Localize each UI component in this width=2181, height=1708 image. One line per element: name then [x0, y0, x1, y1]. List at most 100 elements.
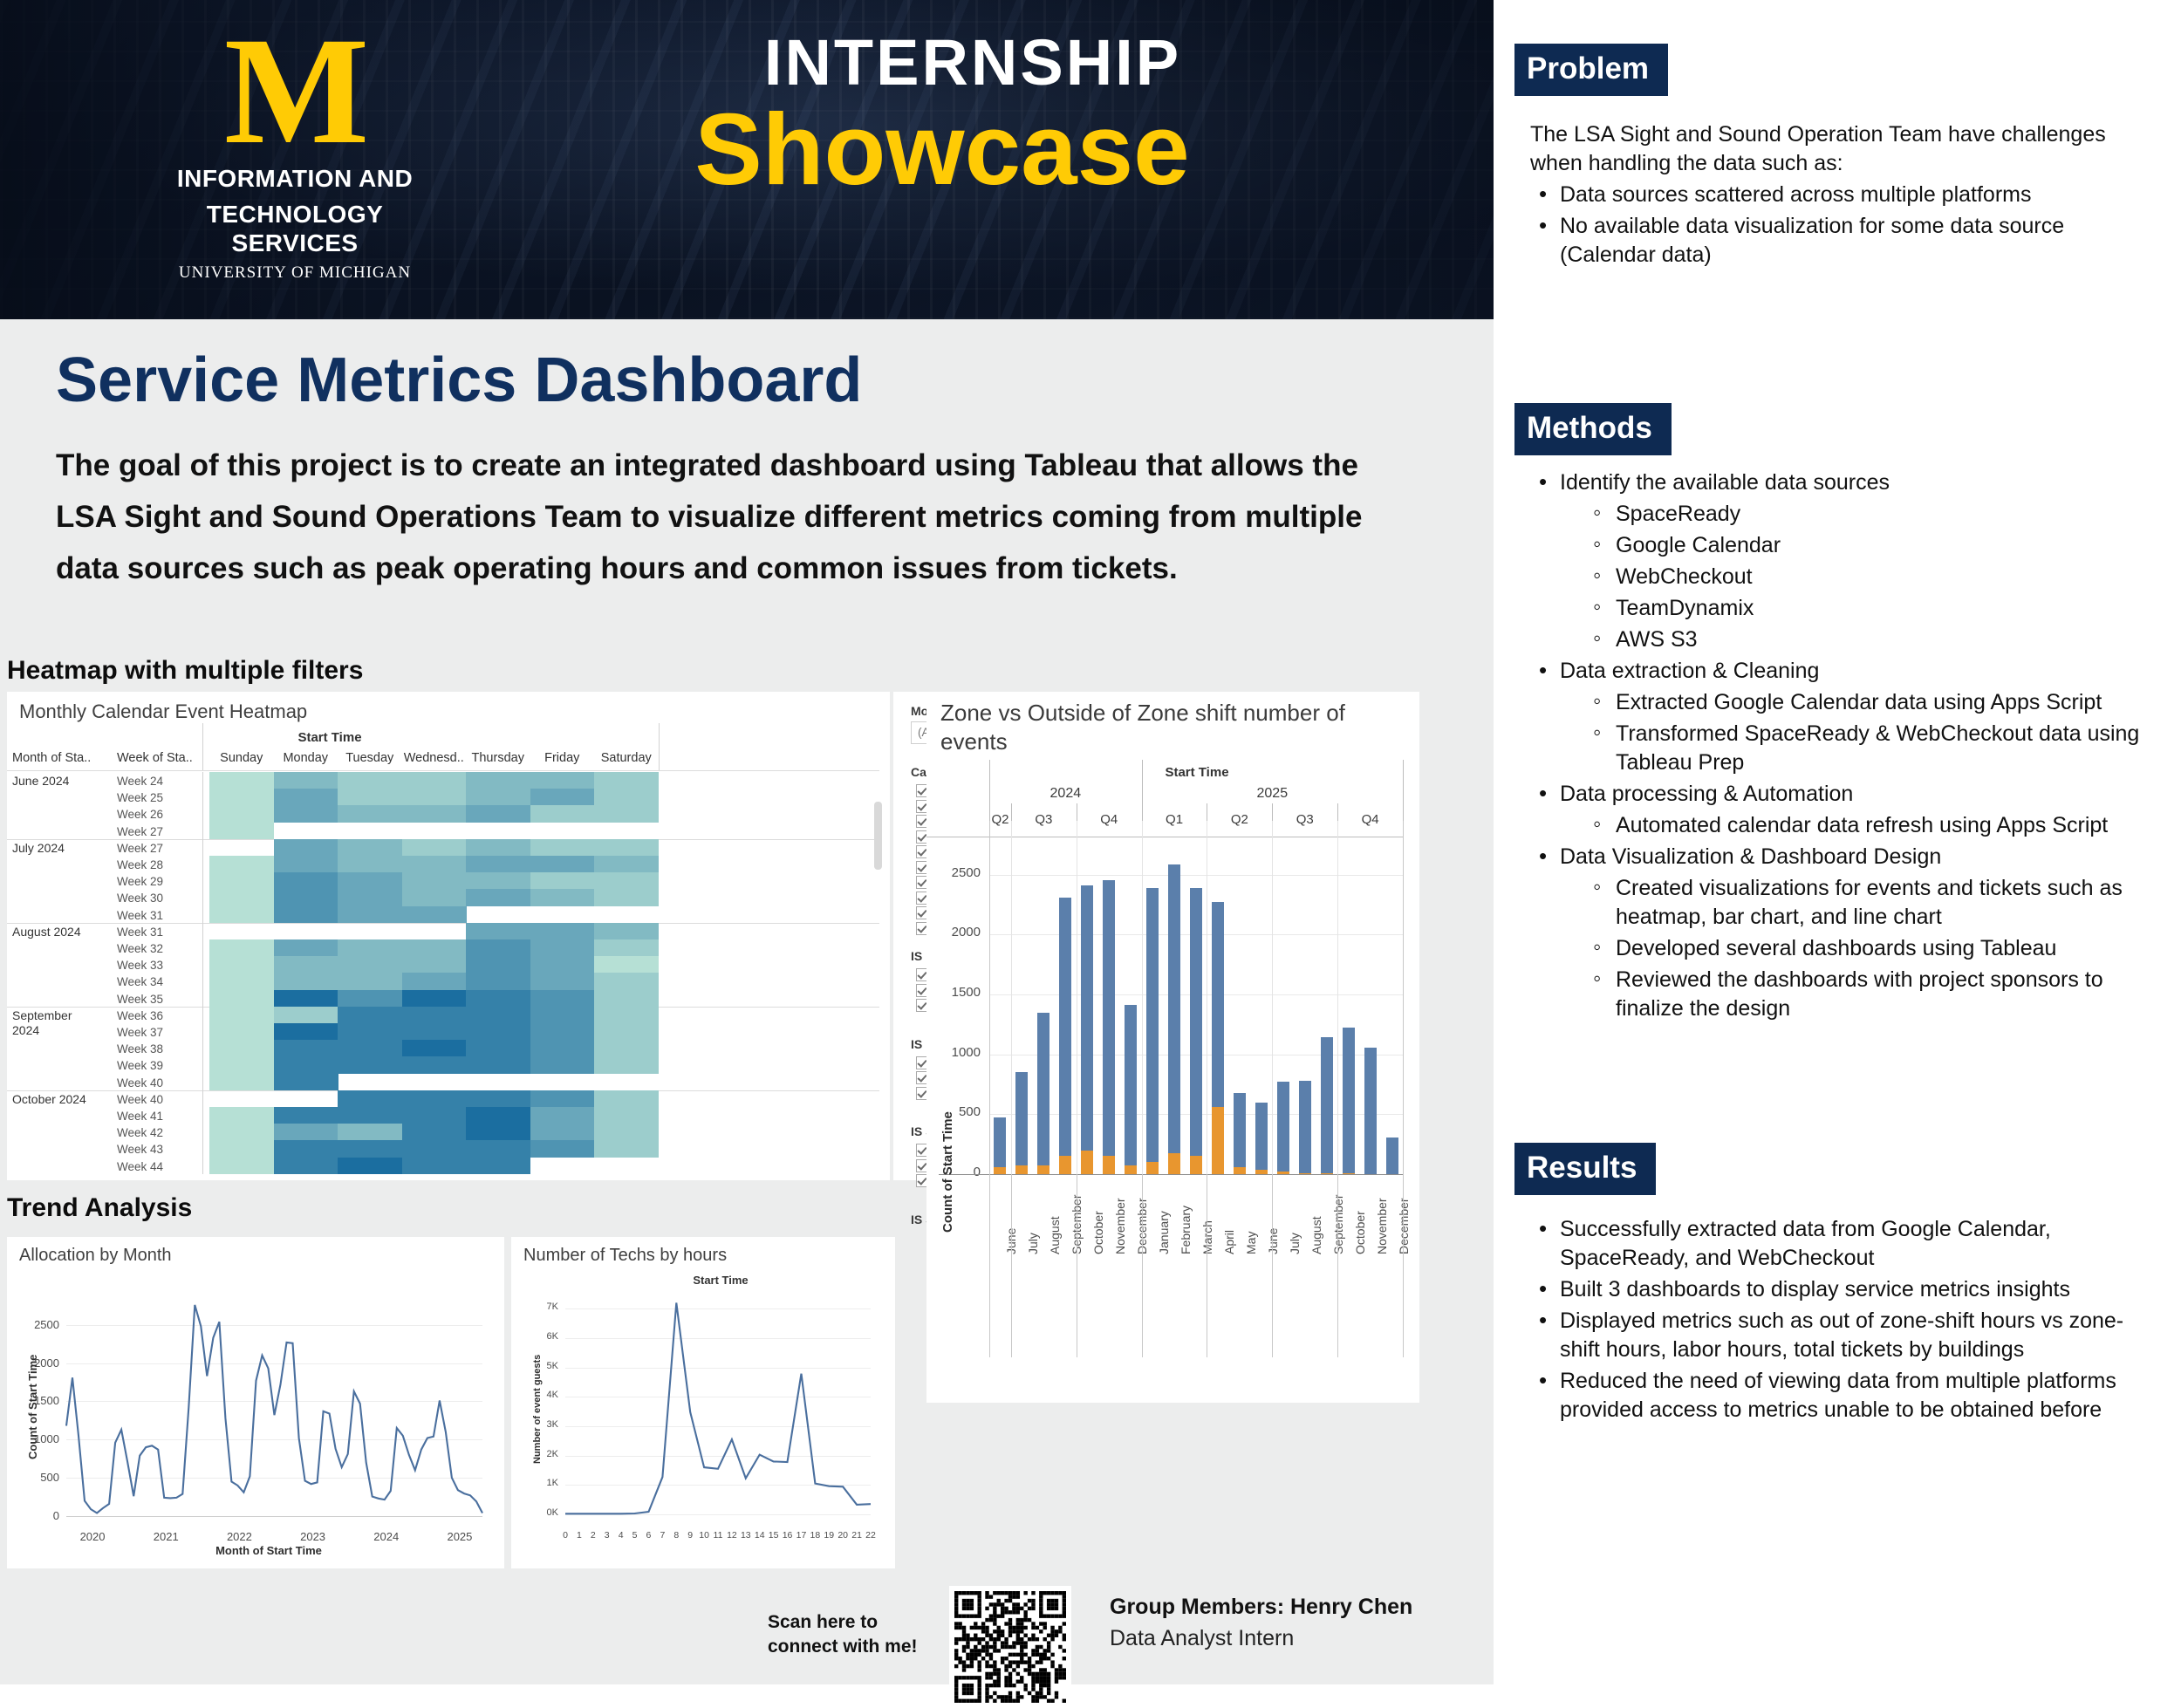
heatmap-cell — [594, 1124, 659, 1141]
heatmap-cell — [466, 1006, 530, 1024]
allocation-gridline — [66, 1439, 482, 1441]
bar-segment-zone-shift — [1190, 887, 1202, 1156]
techs-x-tick: 9 — [687, 1530, 694, 1541]
section-body-results: Successfully extracted data from Google … — [1530, 1213, 2158, 1424]
heatmap-month-divider — [7, 922, 879, 924]
heatmap-cell — [209, 1107, 274, 1124]
allocation-x-tick: 2025 — [447, 1530, 473, 1543]
allocation-gridline — [66, 1401, 482, 1403]
heatmap-week-label: Week 28 — [117, 858, 164, 871]
bar-chart-plot-divider — [1337, 821, 1339, 1174]
allocation-x-tick: 2022 — [226, 1530, 252, 1543]
techs-line-chart-panel[interactable]: Number of Techs by hours Start Time 0K 1K… — [511, 1237, 895, 1568]
bar-chart-quarter-q4-6: Q4 — [1361, 812, 1379, 827]
heatmap-cell — [338, 1140, 402, 1158]
bar-chart-year-divider — [1141, 760, 1143, 821]
techs-chart-title: Number of Techs by hours — [523, 1246, 728, 1265]
list-item: TeamDynamix — [1586, 592, 2158, 623]
bar-chart-quarter-q4-2: Q4 — [1100, 812, 1118, 827]
bar-segment-outside-zone — [1255, 1170, 1268, 1174]
bar-chart-x-tick: February — [1179, 1205, 1193, 1254]
heatmap-panel[interactable]: Monthly Calendar Event Heatmap Start Tim… — [7, 692, 890, 1180]
list-item: AWS S3 — [1586, 624, 2158, 654]
poster-banner: M INFORMATION AND TECHNOLOGY SERVICES UN… — [0, 0, 1494, 319]
bar-segment-zone-shift — [1233, 1092, 1246, 1168]
bar-chart-x-tick: August — [1048, 1216, 1063, 1254]
umich-its-logo: M INFORMATION AND TECHNOLOGY SERVICES UN… — [155, 15, 434, 284]
allocation-x-tick: 2024 — [373, 1530, 400, 1543]
bar-chart-quarter-divider — [1272, 803, 1274, 821]
heatmap-cell — [338, 1006, 402, 1024]
techs-x-tick: 12 — [727, 1530, 737, 1541]
section-label-heatmap: Heatmap with multiple filters — [7, 656, 364, 685]
heatmap-cell — [466, 872, 530, 890]
heatmap-cell — [401, 939, 467, 957]
heatmap-body-divider — [202, 772, 203, 1174]
bar-segment-zone-shift — [1103, 879, 1116, 1157]
heatmap-cell — [209, 1006, 274, 1024]
allocation-chart-x-axis-label: Month of Start Time — [215, 1544, 322, 1557]
bar-segment-outside-zone — [1125, 1165, 1138, 1174]
bar-chart-panel[interactable]: Zone vs Outside of Zone shift number of … — [926, 692, 1419, 1403]
heatmap-scrollbar-thumb[interactable] — [874, 802, 882, 870]
heatmap-cell — [273, 1140, 338, 1158]
bar-chart-footer-divider — [1141, 1174, 1143, 1357]
heatmap-cell — [209, 822, 274, 840]
bar-chart-y-tick: 500 — [958, 1104, 981, 1120]
heatmap-cell — [401, 973, 467, 991]
heatmap-cell — [530, 1040, 595, 1057]
event-wordmark-internship: INTERNSHIP — [763, 26, 1182, 99]
list-item: WebCheckout — [1586, 561, 2158, 591]
heatmap-cell — [273, 1157, 338, 1175]
techs-x-tick: 1 — [576, 1530, 582, 1541]
heatmap-cell — [466, 1140, 530, 1158]
bar-chart-footer-divider — [1272, 1174, 1274, 1357]
heatmap-cell — [209, 872, 274, 890]
heatmap-cell — [273, 789, 338, 806]
techs-x-tick: 19 — [824, 1530, 835, 1541]
heatmap-cell — [466, 772, 530, 789]
techs-y-tick: 7K — [546, 1301, 558, 1313]
heatmap-cell — [209, 1056, 274, 1075]
allocation-gridline — [66, 1478, 482, 1479]
allocation-y-tick: 2500 — [34, 1317, 59, 1331]
allocation-y-tick: 1500 — [34, 1394, 59, 1408]
heatmap-cell — [273, 805, 338, 823]
bar-chart-y-tick: 2500 — [951, 864, 981, 880]
techs-x-tick: 17 — [796, 1530, 807, 1541]
heatmap-cell — [401, 1056, 467, 1075]
heatmap-cell — [209, 973, 274, 991]
heatmap-cell — [273, 889, 338, 907]
bar-segment-zone-shift — [1276, 1081, 1289, 1172]
heatmap-cell — [338, 1040, 402, 1057]
heatmap-cell — [466, 789, 530, 806]
bar-segment-zone-shift — [1298, 1080, 1311, 1174]
allocation-line-path — [65, 1304, 483, 1514]
section-heading-results: Results — [1514, 1143, 1657, 1195]
heatmap-header-divider — [202, 723, 203, 770]
heatmap-cell — [401, 889, 467, 907]
techs-x-tick: 3 — [604, 1530, 610, 1541]
techs-chart-y-axis-label: Number of event guests — [532, 1354, 543, 1464]
heatmap-cell — [466, 989, 530, 1008]
list-item: Automated calendar data refresh using Ap… — [1586, 810, 2158, 840]
heatmap-cell — [273, 905, 338, 924]
techs-y-tick: 4K — [546, 1390, 558, 1401]
section-heading-problem: Problem — [1514, 44, 1669, 96]
heatmap-week-label: Week 40 — [117, 1076, 164, 1090]
bar-segment-zone-shift — [1059, 897, 1072, 1156]
heatmap-cell — [594, 989, 659, 1008]
bar-segment-outside-zone — [1146, 1161, 1159, 1174]
methods-list: Identify the available data sourcesSpace… — [1530, 468, 2158, 1023]
heatmap-week-label: Week 31 — [117, 925, 164, 939]
heatmap-cell — [338, 1124, 402, 1141]
heatmap-week-label: Week 35 — [117, 992, 164, 1006]
qr-code[interactable] — [949, 1586, 1071, 1708]
bar-segment-zone-shift — [1037, 1012, 1050, 1166]
heatmap-cell — [401, 956, 467, 974]
allocation-y-tick: 500 — [40, 1471, 59, 1485]
heatmap-cell — [530, 789, 595, 806]
heatmap-col-saturday: Saturday — [600, 751, 652, 765]
methods-sublist: SpaceReadyGoogle CalendarWebCheckoutTeam… — [1586, 498, 2158, 654]
allocation-line-chart-panel[interactable]: Allocation by Month 0 500 1000 1500 2000 2500… — [7, 1237, 504, 1568]
